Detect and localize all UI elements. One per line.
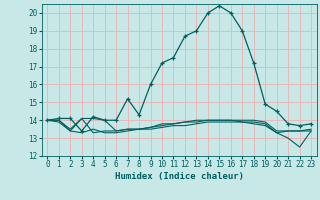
X-axis label: Humidex (Indice chaleur): Humidex (Indice chaleur) (115, 172, 244, 181)
